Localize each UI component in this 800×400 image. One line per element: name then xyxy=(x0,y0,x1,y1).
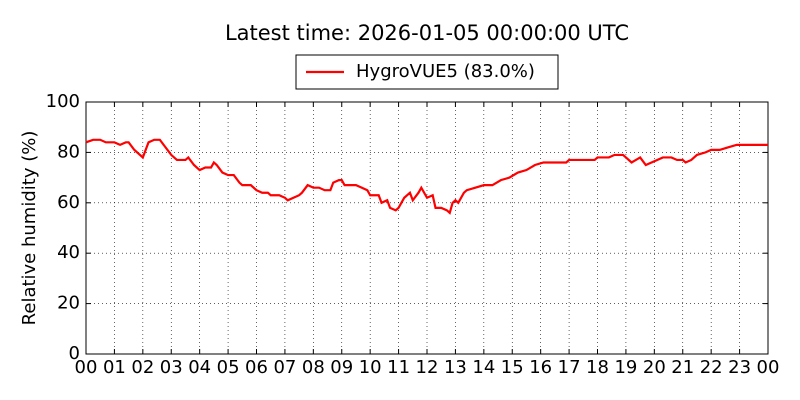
x-tick-label: 04 xyxy=(188,357,211,378)
x-tick-label: 09 xyxy=(330,357,353,378)
x-tick-label: 00 xyxy=(757,357,780,378)
x-tick-label: 10 xyxy=(359,357,382,378)
x-tick-label: 12 xyxy=(416,357,439,378)
y-tick-label: 100 xyxy=(46,91,80,112)
x-tick-label: 22 xyxy=(700,357,723,378)
x-tick-label: 13 xyxy=(444,357,467,378)
y-tick-label: 60 xyxy=(57,192,80,213)
plot-frame xyxy=(85,101,769,355)
x-tick-label: 03 xyxy=(160,357,183,378)
x-tick-label: 06 xyxy=(245,357,268,378)
x-tick-label: 23 xyxy=(728,357,751,378)
legend-label: HygroVUE5 (83.0%) xyxy=(356,61,535,82)
x-tick-label: 00 xyxy=(75,357,98,378)
x-tick-label: 01 xyxy=(103,357,126,378)
x-tick-label: 14 xyxy=(472,357,495,378)
x-tick-label: 15 xyxy=(501,357,524,378)
x-tick-label: 08 xyxy=(302,357,325,378)
x-tick-label: 17 xyxy=(558,357,581,378)
x-tick-label: 21 xyxy=(671,357,694,378)
x-tick-label: 05 xyxy=(217,357,240,378)
x-tick-label: 18 xyxy=(586,357,609,378)
y-tick-label: 20 xyxy=(57,293,80,314)
x-tick-label: 16 xyxy=(529,357,552,378)
chart-title: Latest time: 2026-01-05 00:00:00 UTC xyxy=(225,21,629,45)
x-tick-label: 11 xyxy=(387,357,410,378)
x-tick-label: 02 xyxy=(131,357,154,378)
y-axis-label: Relative humidity (%) xyxy=(19,131,40,326)
y-tick-label: 80 xyxy=(57,141,80,162)
x-tick-label: 20 xyxy=(643,357,666,378)
data-line xyxy=(85,138,768,215)
y-tick-label: 0 xyxy=(69,343,80,364)
x-tick-label: 07 xyxy=(273,357,296,378)
y-tick-label: 40 xyxy=(57,242,80,263)
x-tick-label: 19 xyxy=(614,357,637,378)
